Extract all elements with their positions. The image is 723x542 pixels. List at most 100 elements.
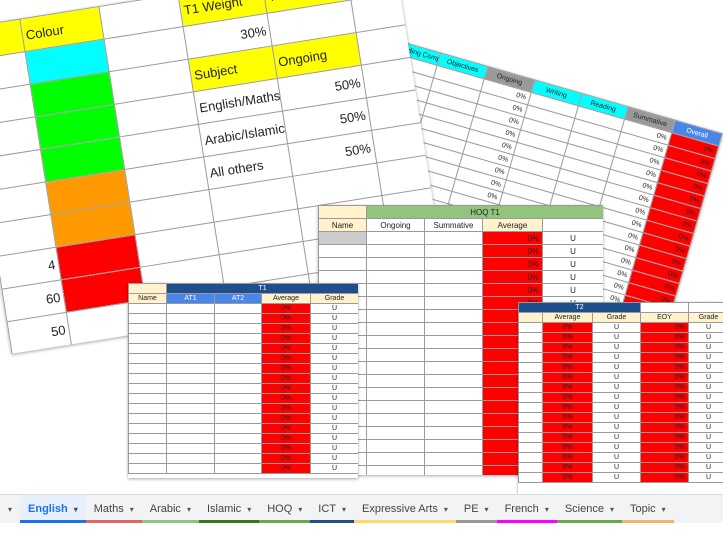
ongoing-cell [366,335,425,349]
grade-cell: U [591,422,642,433]
chevron-down-icon[interactable]: ▾ [484,504,489,514]
eoy-grade-cell: U [688,472,723,483]
ongoing-cell [366,296,425,310]
tab-english[interactable]: English ▾ [20,495,86,523]
name-header: Name [318,218,367,232]
ongoing-cell [366,413,425,427]
chevron-down-icon[interactable]: ▾ [661,504,666,514]
name-cell [128,323,167,334]
average-cell: 0% [261,313,311,324]
average-cell: 0% [542,472,593,483]
tab-arabic[interactable]: Arabic ▾ [141,495,199,523]
tab-label: English [28,503,68,515]
ongoing-cell [366,387,425,401]
tab-science[interactable]: Science ▾ [556,495,622,523]
tab-expressive-arts[interactable]: Expressive Arts ▾ [354,495,456,523]
eoy-cell: 0% [640,352,690,363]
name-cell [128,383,167,394]
eoy-grade-cell: U [688,342,723,353]
at1-cell [166,443,215,454]
name-cell [128,303,167,314]
chevron-down-icon[interactable]: ▾ [247,504,252,514]
table-row: 0% U 0% U [518,332,723,343]
summative-cell [424,296,483,310]
grade-cell: U [591,392,642,403]
ongoing-cell [366,231,425,245]
ongoing-cell [366,348,425,362]
at2-cell [214,443,262,454]
tab-color-bar [259,520,311,523]
t2-sheet-preview: T2 Average Grade EOY Grade 0% U 0% U 0% U 0% U 0… [518,302,723,497]
tab-french[interactable]: French ▾ [496,495,557,523]
average-cell: 0% [261,353,311,364]
at2-cell [214,413,262,424]
summative-cell [424,283,483,297]
t1-grid: T1 Name AT1 AT2 Average Grade 0% U 0% U 0% U 0… [128,283,358,474]
at2-cell [214,313,262,324]
table-row: 0% U 0% U [518,322,723,333]
at1-cell [166,333,215,344]
average-header: Average [261,293,311,304]
eoy-cell: 0% [640,472,690,483]
chevron-down-icon[interactable]: ▾ [609,504,614,514]
tab-color-bar [496,520,557,523]
at1-cell [166,413,215,424]
grade-cell: U [591,462,642,473]
table-row: 0%U [128,333,358,344]
at1-cell [166,363,215,374]
average-cell: 0% [542,432,593,443]
tab-pe[interactable]: PE ▾ [455,495,497,523]
name-cell [128,313,167,324]
grade-cell: U [309,433,358,444]
table-row: 0% U 0% U [518,442,723,453]
chevron-down-icon[interactable]: ▾ [342,504,347,514]
name-cell [128,413,167,424]
summative-header: Summative [424,218,483,232]
table-row: 0% U 0% U [518,402,723,413]
chevron-down-icon[interactable]: ▾ [73,504,78,514]
chevron-down-icon[interactable]: ▾ [544,504,549,514]
table-row: 0% U 0% U [518,462,723,473]
eoy-cell: 0% [640,402,690,413]
eoy-grade-cell: U [688,422,723,433]
table-row: 0% U 0% U [518,382,723,393]
tab-maths[interactable]: Maths ▾ [85,495,142,523]
name-cell [518,332,543,343]
eoy-cell: 0% [640,342,690,353]
name-cell [128,343,167,354]
tab-topic[interactable]: Topic ▾ [621,495,674,523]
name-cell [518,452,543,463]
table-row: 0%U [128,383,358,394]
at1-cell [166,433,215,444]
tab-ict[interactable]: ICT ▾ [310,495,355,523]
table-row: 0%U [128,463,358,474]
chevron-down-icon[interactable]: ▾ [298,504,303,514]
tab-color-bar [556,520,622,523]
all-sheets-menu[interactable]: ▾ [0,495,20,523]
grade-cell: U [591,332,642,343]
table-row: 0%U [318,257,603,271]
chevron-down-icon: ▾ [8,504,13,514]
at2-cell [214,383,262,394]
grade-cell: U [309,393,358,404]
tab-hoq[interactable]: HOQ ▾ [259,495,311,523]
grade-cell: U [541,244,603,258]
tab-label: HOQ [267,503,293,515]
name-cell [318,257,367,271]
name-cell [518,462,543,473]
ongoing-cell [366,309,425,323]
name-cell [518,352,543,363]
tab-color-bar [310,520,355,523]
tab-color-bar [198,520,260,523]
grade-cell: U [591,362,642,373]
eoy-cell: 0% [640,372,690,383]
chevron-down-icon[interactable]: ▾ [129,504,134,514]
table-row: 0%U [318,283,603,297]
table-row: 0%U [128,413,358,424]
average-cell: 0% [482,283,543,297]
chevron-down-icon[interactable]: ▾ [186,504,191,514]
average-cell: 0% [482,257,543,271]
chevron-down-icon[interactable]: ▾ [443,504,448,514]
tab-islamic[interactable]: Islamic ▾ [198,495,260,523]
grade-cell: U [541,270,603,284]
